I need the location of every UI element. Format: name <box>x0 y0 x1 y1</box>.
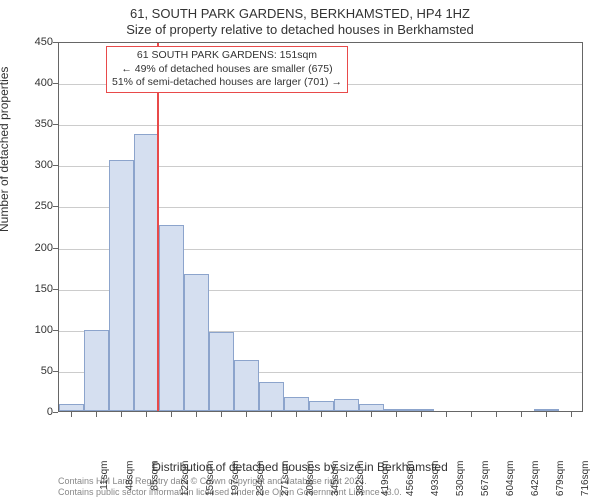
histogram-bar <box>159 225 184 411</box>
xtick-mark <box>446 412 447 417</box>
xtick-mark <box>371 412 372 417</box>
xtick-mark <box>271 412 272 417</box>
xtick-label: 716sqm <box>580 461 591 497</box>
xtick-mark <box>321 412 322 417</box>
ytick-mark <box>53 330 58 331</box>
annotation-line3: 51% of semi-detached houses are larger (… <box>112 76 342 90</box>
ytick-mark <box>53 412 58 413</box>
xtick-mark <box>571 412 572 417</box>
chart-title-main: 61, SOUTH PARK GARDENS, BERKHAMSTED, HP4… <box>0 6 600 21</box>
xtick-label: 604sqm <box>505 461 516 497</box>
ytick-label: 100 <box>23 324 53 336</box>
ytick-label: 250 <box>23 200 53 212</box>
ytick-label: 50 <box>23 365 53 377</box>
xtick-mark <box>296 412 297 417</box>
xtick-label: 567sqm <box>480 461 491 497</box>
histogram-bar <box>284 397 309 411</box>
histogram-bar <box>234 360 259 411</box>
ytick-mark <box>53 83 58 84</box>
histogram-bar <box>409 409 434 411</box>
xtick-mark <box>546 412 547 417</box>
histogram-bar <box>184 274 209 411</box>
xtick-label: 382sqm <box>355 461 366 497</box>
ytick-label: 150 <box>23 283 53 295</box>
histogram-bar <box>359 404 384 411</box>
histogram-bar <box>384 409 409 411</box>
annotation-box: 61 SOUTH PARK GARDENS: 151sqm ← 49% of d… <box>106 46 348 93</box>
ytick-label: 0 <box>23 406 53 418</box>
xtick-label: 530sqm <box>455 461 466 497</box>
histogram-bar <box>134 134 159 411</box>
plot-area <box>58 42 583 412</box>
ytick-mark <box>53 165 58 166</box>
xtick-mark <box>221 412 222 417</box>
xtick-mark <box>196 412 197 417</box>
xtick-label: 308sqm <box>305 461 316 497</box>
annotation-line2: ← 49% of detached houses are smaller (67… <box>112 63 342 77</box>
histogram-bar <box>534 409 559 411</box>
xtick-label: 679sqm <box>555 461 566 497</box>
xtick-mark <box>171 412 172 417</box>
annotation-line1: 61 SOUTH PARK GARDENS: 151sqm <box>112 49 342 63</box>
ytick-label: 300 <box>23 159 53 171</box>
xtick-mark <box>521 412 522 417</box>
ytick-mark <box>53 248 58 249</box>
xtick-label: 48sqm <box>124 461 135 491</box>
xtick-label: 419sqm <box>380 461 391 497</box>
y-axis-label: Number of detached properties <box>0 67 11 232</box>
ytick-mark <box>53 124 58 125</box>
xtick-mark <box>421 412 422 417</box>
xtick-label: 11sqm <box>98 461 109 490</box>
property-marker-line <box>157 43 159 411</box>
ytick-label: 400 <box>23 77 53 89</box>
histogram-bar <box>109 160 134 411</box>
ytick-mark <box>53 371 58 372</box>
xtick-mark <box>146 412 147 417</box>
xtick-label: 197sqm <box>230 461 241 497</box>
xtick-mark <box>396 412 397 417</box>
ytick-label: 450 <box>23 36 53 48</box>
xtick-mark <box>96 412 97 417</box>
xtick-label: 493sqm <box>430 461 441 497</box>
xtick-mark <box>246 412 247 417</box>
ytick-label: 200 <box>23 242 53 254</box>
ytick-mark <box>53 42 58 43</box>
histogram-bar <box>309 401 334 411</box>
xtick-label: 456sqm <box>405 461 416 497</box>
chart-container: 61, SOUTH PARK GARDENS, BERKHAMSTED, HP4… <box>0 0 600 500</box>
histogram-bar <box>209 332 234 411</box>
ytick-mark <box>53 289 58 290</box>
xtick-label: 271sqm <box>280 461 291 497</box>
histogram-bar <box>334 399 359 411</box>
xtick-label: 642sqm <box>530 461 541 497</box>
histogram-bar <box>259 382 284 411</box>
xtick-label: 159sqm <box>205 461 216 497</box>
xtick-label: 122sqm <box>180 461 191 497</box>
xtick-label: 85sqm <box>149 461 160 491</box>
xtick-mark <box>71 412 72 417</box>
gridline <box>59 125 582 126</box>
xtick-mark <box>496 412 497 417</box>
xtick-label: 345sqm <box>330 461 341 497</box>
xtick-mark <box>121 412 122 417</box>
ytick-mark <box>53 206 58 207</box>
xtick-mark <box>471 412 472 417</box>
ytick-label: 350 <box>23 118 53 130</box>
histogram-bar <box>84 330 109 411</box>
chart-title-sub: Size of property relative to detached ho… <box>0 22 600 37</box>
histogram-bar <box>59 404 84 411</box>
xtick-label: 234sqm <box>255 461 266 497</box>
xtick-mark <box>346 412 347 417</box>
